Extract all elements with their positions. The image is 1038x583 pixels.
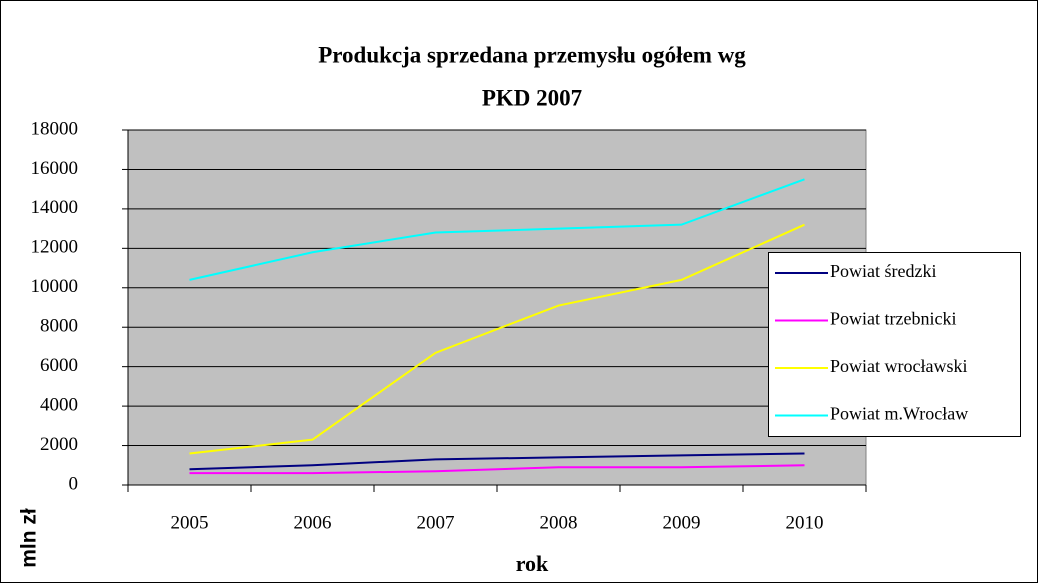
series-line bbox=[189, 223, 805, 455]
legend-box bbox=[768, 252, 1021, 437]
x-tick-label: 2006 bbox=[294, 512, 332, 533]
legend-label: Powiat wrocławski bbox=[830, 356, 967, 376]
plot-area bbox=[127, 129, 867, 486]
y-tick-label: 16000 bbox=[31, 158, 79, 179]
y-tick-label: 8000 bbox=[40, 316, 78, 337]
y-tick-label: 14000 bbox=[31, 197, 79, 218]
series-line bbox=[189, 178, 805, 281]
x-tick-label: 2010 bbox=[786, 512, 824, 533]
y-tick-label: 6000 bbox=[40, 355, 78, 376]
series-line bbox=[189, 464, 805, 475]
y-tick-label: 0 bbox=[69, 473, 79, 494]
chart-title: Produkcja sprzedana przemysłu ogółem wg bbox=[318, 42, 746, 67]
legend-label: Powiat trzebnicki bbox=[830, 309, 956, 329]
y-tick-label: 12000 bbox=[31, 237, 79, 258]
series-line bbox=[189, 452, 805, 471]
chart-title: PKD 2007 bbox=[482, 85, 582, 110]
y-axis-label: mln zł bbox=[18, 508, 41, 568]
y-tick-label: 2000 bbox=[40, 434, 78, 455]
legend-label: Powiat m.Wrocław bbox=[830, 404, 968, 424]
y-tick-label: 4000 bbox=[40, 394, 78, 415]
x-tick-label: 2005 bbox=[171, 512, 209, 533]
x-axis-label: rok bbox=[516, 551, 549, 576]
x-tick-label: 2007 bbox=[417, 512, 455, 533]
y-tick-label: 10000 bbox=[31, 276, 79, 297]
legend-label: Powiat średzki bbox=[830, 261, 936, 281]
x-tick-label: 2009 bbox=[663, 512, 701, 533]
x-tick-label: 2008 bbox=[540, 512, 578, 533]
y-tick-label: 18000 bbox=[31, 118, 79, 139]
